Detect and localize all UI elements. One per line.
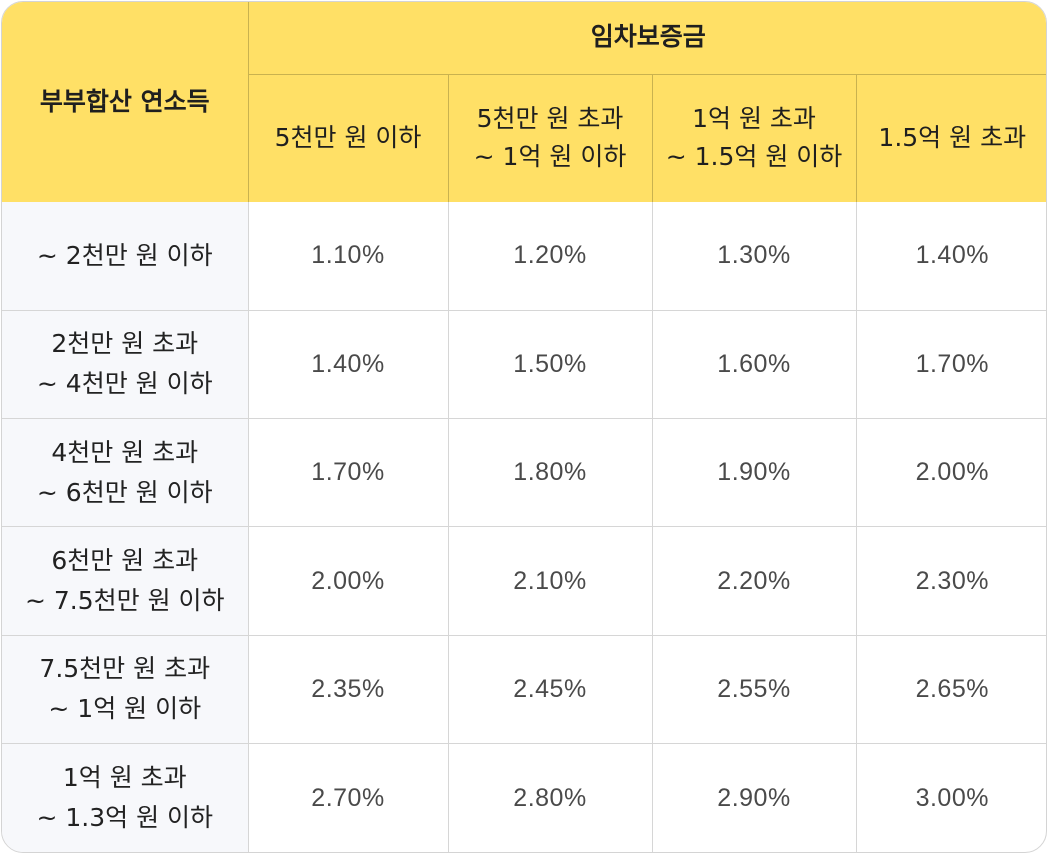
column-header-3-line2: ~ 1.5억 원 이하: [665, 142, 843, 172]
column-header-2-line2: ~ 1억 원 이하: [473, 142, 627, 172]
row-header: 2천만 원 초과 ~ 4천만 원 이하: [2, 310, 249, 420]
rate-cell: 1.40%: [856, 202, 1046, 311]
rate-cell: 1.50%: [448, 310, 653, 420]
table-row: 7.5천만 원 초과 ~ 1억 원 이하 2.35% 2.45% 2.55% 2…: [2, 635, 1046, 745]
table-body: ~ 2천만 원 이하 1.10% 1.20% 1.30% 1.40% 2천만 원…: [2, 202, 1046, 852]
row-header: 1억 원 초과 ~ 1.3억 원 이하: [2, 743, 249, 852]
group-header-deposit: 임차보증금: [248, 2, 1046, 75]
table-row: 2천만 원 초과 ~ 4천만 원 이하 1.40% 1.50% 1.60% 1.…: [2, 310, 1046, 420]
rate-cell: 2.55%: [652, 635, 857, 745]
table-row: ~ 2천만 원 이하 1.10% 1.20% 1.30% 1.40%: [2, 202, 1046, 311]
row-header-line2: ~ 6천만 원 이하: [36, 477, 213, 507]
rate-cell: 1.80%: [448, 418, 653, 528]
rate-cell: 2.35%: [248, 635, 449, 745]
column-header-4: 1.5억 원 초과: [856, 74, 1046, 202]
column-header-3-line1: 1억 원 초과: [692, 103, 816, 133]
rate-cell: 2.10%: [448, 526, 653, 636]
row-header: 7.5천만 원 초과 ~ 1억 원 이하: [2, 635, 249, 745]
rate-cell: 1.70%: [248, 418, 449, 528]
row-header-line1: 1억 원 초과: [62, 763, 187, 793]
header-row-columns: 5천만 원 이하 5천만 원 초과 ~ 1억 원 이하 1억 원 초과 ~ 1.…: [2, 74, 1046, 202]
row-header-line1: 7.5천만 원 초과: [39, 654, 211, 684]
rate-cell: 1.40%: [248, 310, 449, 420]
corner-header-income: 부부합산 연소득: [2, 2, 249, 202]
rate-cell: 2.65%: [856, 635, 1046, 745]
column-header-2-line1: 5천만 원 초과: [476, 103, 624, 133]
row-header-line1: 6천만 원 초과: [51, 546, 199, 576]
row-header: ~ 2천만 원 이하: [2, 202, 249, 311]
rate-cell: 2.20%: [652, 526, 857, 636]
table-row: 6천만 원 초과 ~ 7.5천만 원 이하 2.00% 2.10% 2.20% …: [2, 526, 1046, 636]
column-header-1: 5천만 원 이하: [248, 74, 449, 202]
row-header-line2: ~ 4천만 원 이하: [36, 369, 213, 399]
rate-cell: 1.20%: [448, 202, 653, 311]
column-header-3: 1억 원 초과 ~ 1.5억 원 이하: [652, 74, 857, 202]
table-header: 부부합산 연소득 임차보증금 5천만 원 이하 5천만 원 초과 ~ 1억 원 …: [2, 2, 1046, 202]
row-header: 6천만 원 초과 ~ 7.5천만 원 이하: [2, 526, 249, 636]
rate-cell: 2.30%: [856, 526, 1046, 636]
rate-cell: 1.90%: [652, 418, 857, 528]
row-header-line2: ~ 7.5천만 원 이하: [24, 586, 225, 616]
table-row: 1억 원 초과 ~ 1.3억 원 이하 2.70% 2.80% 2.90% 3.…: [2, 743, 1046, 852]
row-header-line1: 2천만 원 초과: [51, 329, 199, 359]
row-header: 4천만 원 초과 ~ 6천만 원 이하: [2, 418, 249, 528]
row-header-line2: ~ 1억 원 이하: [48, 694, 202, 724]
rate-cell: 2.00%: [856, 418, 1046, 528]
rate-cell: 1.30%: [652, 202, 857, 311]
rate-cell: 2.80%: [448, 743, 653, 852]
row-header-line1: 4천만 원 초과: [51, 437, 199, 467]
rate-cell: 3.00%: [915, 783, 989, 812]
rate-cell: 2.90%: [652, 743, 857, 852]
header-row-group: 부부합산 연소득 임차보증금: [2, 2, 1046, 202]
rate-cell: 1.60%: [652, 310, 857, 420]
rate-cell: 1.70%: [856, 310, 1046, 420]
table-row: 4천만 원 초과 ~ 6천만 원 이하 1.70% 1.80% 1.90% 2.…: [2, 418, 1046, 528]
rate-cell: 2.45%: [448, 635, 653, 745]
row-header-line1: ~ 2천만 원 이하: [36, 240, 213, 270]
rate-cell: 1.10%: [248, 202, 449, 311]
rate-cell: 2.00%: [248, 526, 449, 636]
column-header-2: 5천만 원 초과 ~ 1억 원 이하: [448, 74, 653, 202]
rate-cell: 2.70%: [248, 743, 449, 852]
column-header-4-line1: 1.5억 원 초과: [878, 122, 1027, 152]
column-header-1-line1: 5천만 원 이하: [274, 122, 422, 152]
row-header-line2: ~ 1.3억 원 이하: [36, 803, 214, 833]
